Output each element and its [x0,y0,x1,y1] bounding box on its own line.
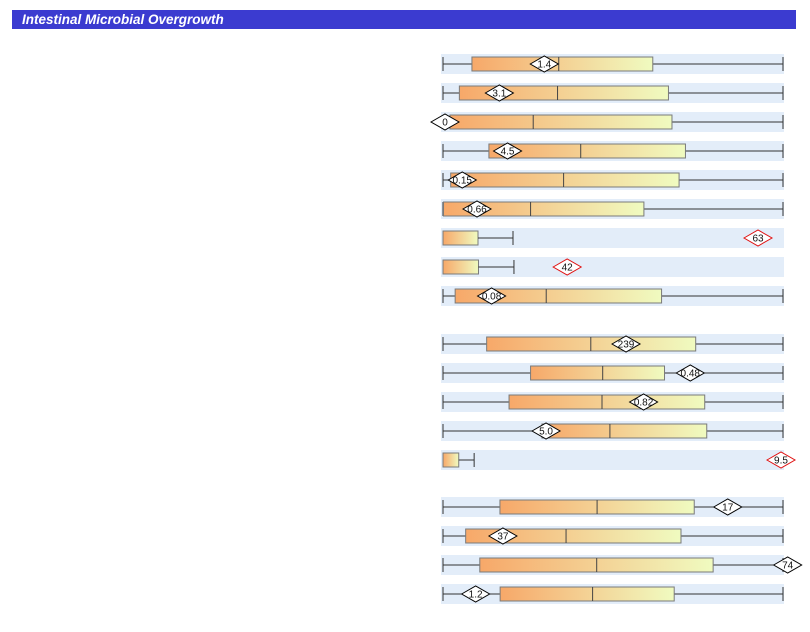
result-marker [531,422,562,440]
result-marker-label: 42 [562,263,574,274]
result-marker [675,364,706,382]
result-marker-label: 63 [752,234,764,245]
range-box [458,85,669,101]
result-marker-label: 37 [497,532,509,543]
result-marker [447,171,478,189]
result-marker [461,200,493,218]
range-box [454,288,663,304]
result-marker-label: 0.08 [482,292,502,303]
result-marker-label: 0.82 [634,398,654,409]
result-marker-label: 17 [722,503,734,514]
result-marker-label: 0 [442,118,448,129]
result-marker [529,55,560,73]
range-box [443,201,645,217]
result-marker-label: 0.15 [453,176,473,187]
high-result-marker [552,258,583,276]
result-marker-label: 239 [618,340,635,351]
high-result-marker [742,229,774,247]
high-result-marker [765,451,797,469]
result-marker-label: 0.66 [467,205,487,216]
range-box [541,423,708,439]
result-marker [611,335,642,353]
result-marker [460,585,491,603]
range-box [488,143,686,159]
plot-band [441,228,784,248]
report-title: Intestinal Microbial Overgrowth [22,12,224,27]
plot-band [441,450,784,470]
result-marker-label: 1.2 [469,590,483,601]
result-marker-label: 74 [782,561,794,572]
result-marker [772,556,803,574]
result-marker [429,113,461,131]
plot-band [441,257,784,277]
result-marker [476,287,507,305]
range-box [450,172,680,188]
result-marker [712,498,743,516]
result-marker-label: 4.5 [501,147,515,158]
range-box [499,586,675,602]
result-marker-label: 0.48 [681,369,701,380]
range-box [508,394,706,410]
range-box [449,114,673,130]
result-marker-label: 5.0 [539,427,553,438]
range-box [442,259,479,275]
report-banner: Intestinal Microbial Overgrowth [12,10,796,29]
result-marker [487,527,518,545]
result-marker-label: 3.1 [492,89,506,100]
range-box [471,56,654,72]
result-marker-label: 9.5 [774,456,788,467]
range-box [442,452,460,468]
range-box [442,230,479,246]
result-marker [628,393,659,411]
result-marker [492,142,523,160]
range-box [465,528,682,544]
result-marker-label: 1.4 [537,60,551,71]
result-marker [484,84,515,102]
range-box [530,365,666,381]
